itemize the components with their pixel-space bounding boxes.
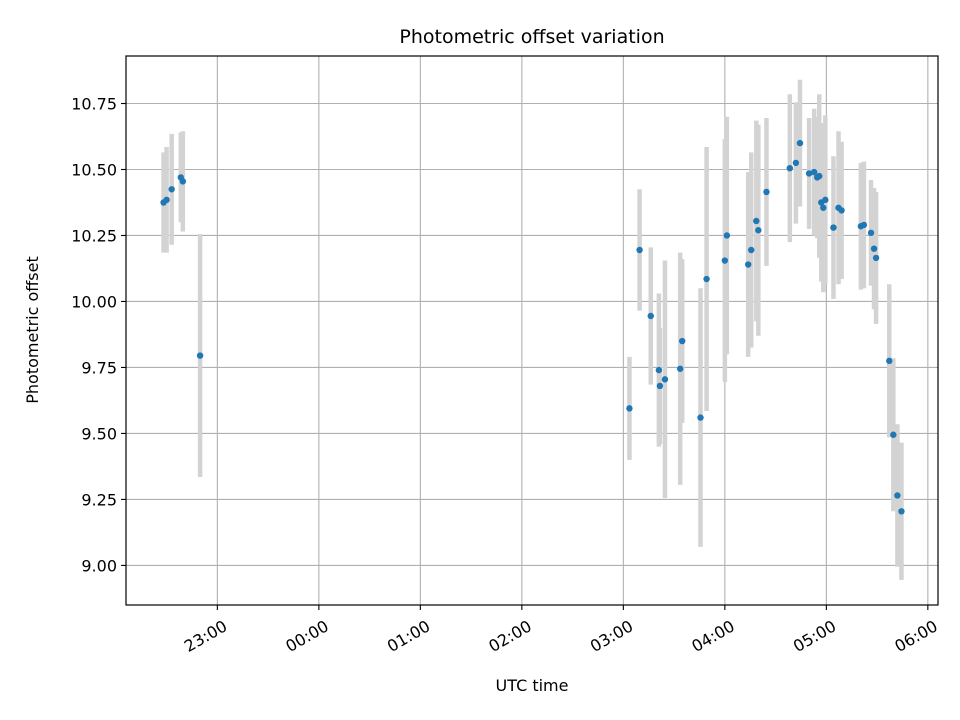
data-point — [656, 382, 664, 390]
y-tick-label: 10.75 — [71, 95, 117, 114]
data-point — [179, 178, 187, 185]
y-tick-label: 9.00 — [81, 556, 117, 575]
data-point — [636, 246, 643, 254]
data-point — [723, 232, 731, 239]
data-point — [647, 312, 654, 320]
data-point — [748, 246, 755, 254]
data-point — [805, 170, 813, 177]
point-layer — [160, 139, 905, 515]
data-point — [679, 337, 686, 345]
data-point — [820, 204, 827, 211]
data-point — [872, 254, 880, 262]
y-tick-label: 10.50 — [71, 160, 117, 179]
data-point — [822, 196, 829, 204]
data-point — [168, 186, 175, 193]
data-point — [898, 508, 905, 515]
data-point — [661, 376, 669, 383]
data-point — [792, 159, 800, 167]
y-tick-label: 9.25 — [81, 490, 117, 509]
data-point — [721, 257, 729, 264]
data-point — [886, 357, 893, 365]
data-point — [697, 414, 704, 421]
data-point — [838, 207, 845, 214]
data-point — [196, 352, 204, 359]
data-point — [703, 275, 710, 283]
y-axis-title: Photometric offset — [23, 256, 42, 404]
data-point — [655, 366, 663, 374]
data-point — [894, 492, 901, 499]
data-point — [810, 168, 818, 176]
data-point — [867, 229, 875, 237]
data-point — [796, 139, 804, 147]
y-tick-label: 10.25 — [71, 226, 117, 245]
x-axis-title: UTC time — [496, 676, 569, 695]
data-point — [676, 365, 684, 372]
y-tick-label: 10.00 — [71, 292, 117, 311]
data-point — [786, 164, 794, 172]
data-point — [163, 196, 170, 204]
chart-title: Photometric offset variation — [399, 26, 664, 48]
data-point — [830, 224, 837, 231]
y-tick-label: 9.50 — [81, 424, 117, 443]
data-point — [816, 172, 823, 180]
data-point — [744, 261, 752, 268]
plot-frame — [125, 55, 939, 606]
y-tick-label: 9.75 — [81, 358, 117, 377]
data-point — [890, 431, 897, 438]
data-point — [763, 188, 770, 196]
data-point — [753, 217, 760, 225]
data-point — [860, 221, 868, 229]
data-point — [755, 227, 762, 234]
data-point — [870, 245, 878, 252]
data-point — [626, 405, 633, 412]
